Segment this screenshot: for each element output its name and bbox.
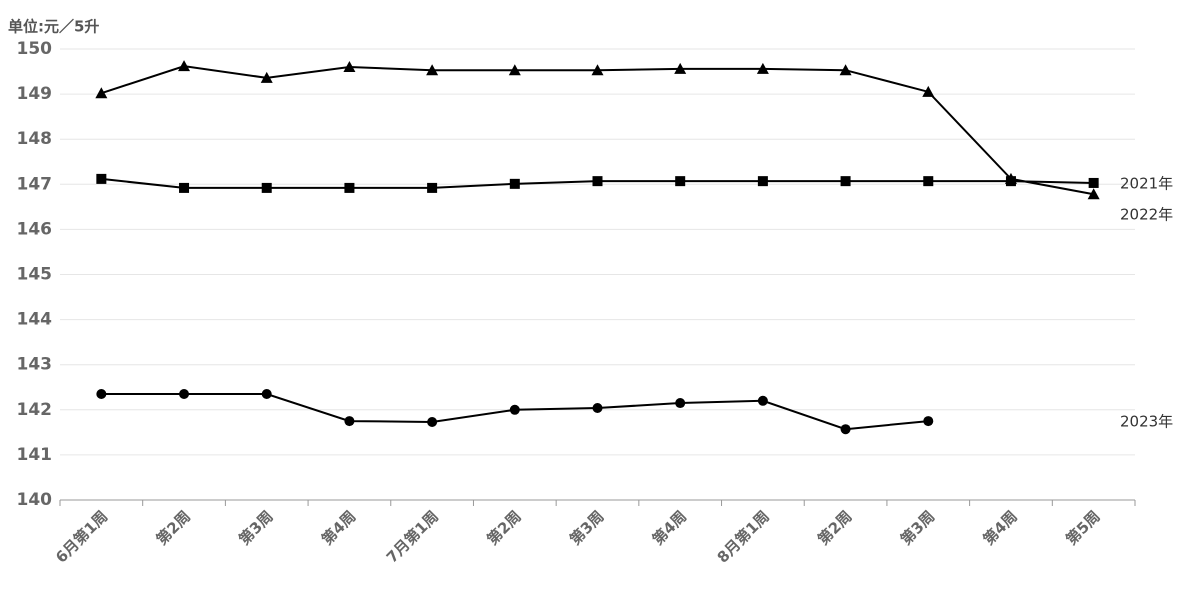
marker [508,64,521,76]
x-tick-label: 第4周 [980,507,1021,548]
x-tick-label: 第3周 [897,507,938,548]
y-tick-label: 143 [17,355,53,375]
marker [261,182,272,193]
marker [674,62,687,74]
x-tick-label: 第2周 [153,507,194,548]
x-tick-label: 7月第1周 [383,507,442,566]
y-axis-unit: 单位:元／5升 [8,18,99,36]
marker [179,389,190,400]
marker [95,87,108,99]
marker [96,389,107,400]
x-tick-label: 8月第1周 [714,507,773,566]
marker [757,395,768,406]
marker [426,64,439,76]
marker [840,176,851,187]
x-tick-label: 第3周 [235,507,276,548]
marker [179,182,190,193]
x-tick-label: 第3周 [566,507,607,548]
y-tick-label: 147 [17,174,53,194]
marker [840,424,851,435]
x-tick-label: 6月第1周 [52,507,111,566]
x-tick-label: 第5周 [1062,507,1103,548]
marker [922,85,935,97]
marker [592,402,603,413]
marker [178,60,191,72]
y-tick-label: 145 [17,265,53,285]
marker [675,176,686,187]
marker [344,182,355,193]
x-tick-label: 第4周 [649,507,690,548]
marker [427,416,438,427]
series-label: 2023年 [1120,413,1173,431]
marker [923,416,934,427]
y-tick-label: 149 [17,84,53,104]
y-tick-label: 146 [17,219,53,239]
y-tick-label: 140 [17,490,53,510]
x-tick-label: 第2周 [814,507,855,548]
marker [427,182,438,193]
series-line [101,65,1094,196]
y-tick-label: 144 [17,310,53,330]
marker [1004,172,1017,184]
y-tick-label: 150 [17,39,53,59]
marker [96,173,107,184]
series-label: 2022年 [1120,205,1173,223]
marker [592,176,603,187]
marker [1088,177,1099,188]
marker [591,64,604,76]
series-label: 2021年 [1120,174,1173,192]
marker [344,416,355,427]
marker [343,61,356,73]
marker [1087,188,1100,200]
x-tick-label: 第4周 [318,507,359,548]
y-tick-label: 142 [17,400,53,420]
marker [756,62,769,74]
marker [923,176,934,187]
marker [261,389,272,400]
y-tick-label: 148 [17,129,53,149]
marker [260,71,273,83]
marker [509,178,520,189]
marker [675,398,686,409]
y-tick-label: 141 [17,445,53,465]
marker [757,176,768,187]
marker [509,404,520,415]
x-tick-label: 第2周 [483,507,524,548]
marker [839,64,852,76]
